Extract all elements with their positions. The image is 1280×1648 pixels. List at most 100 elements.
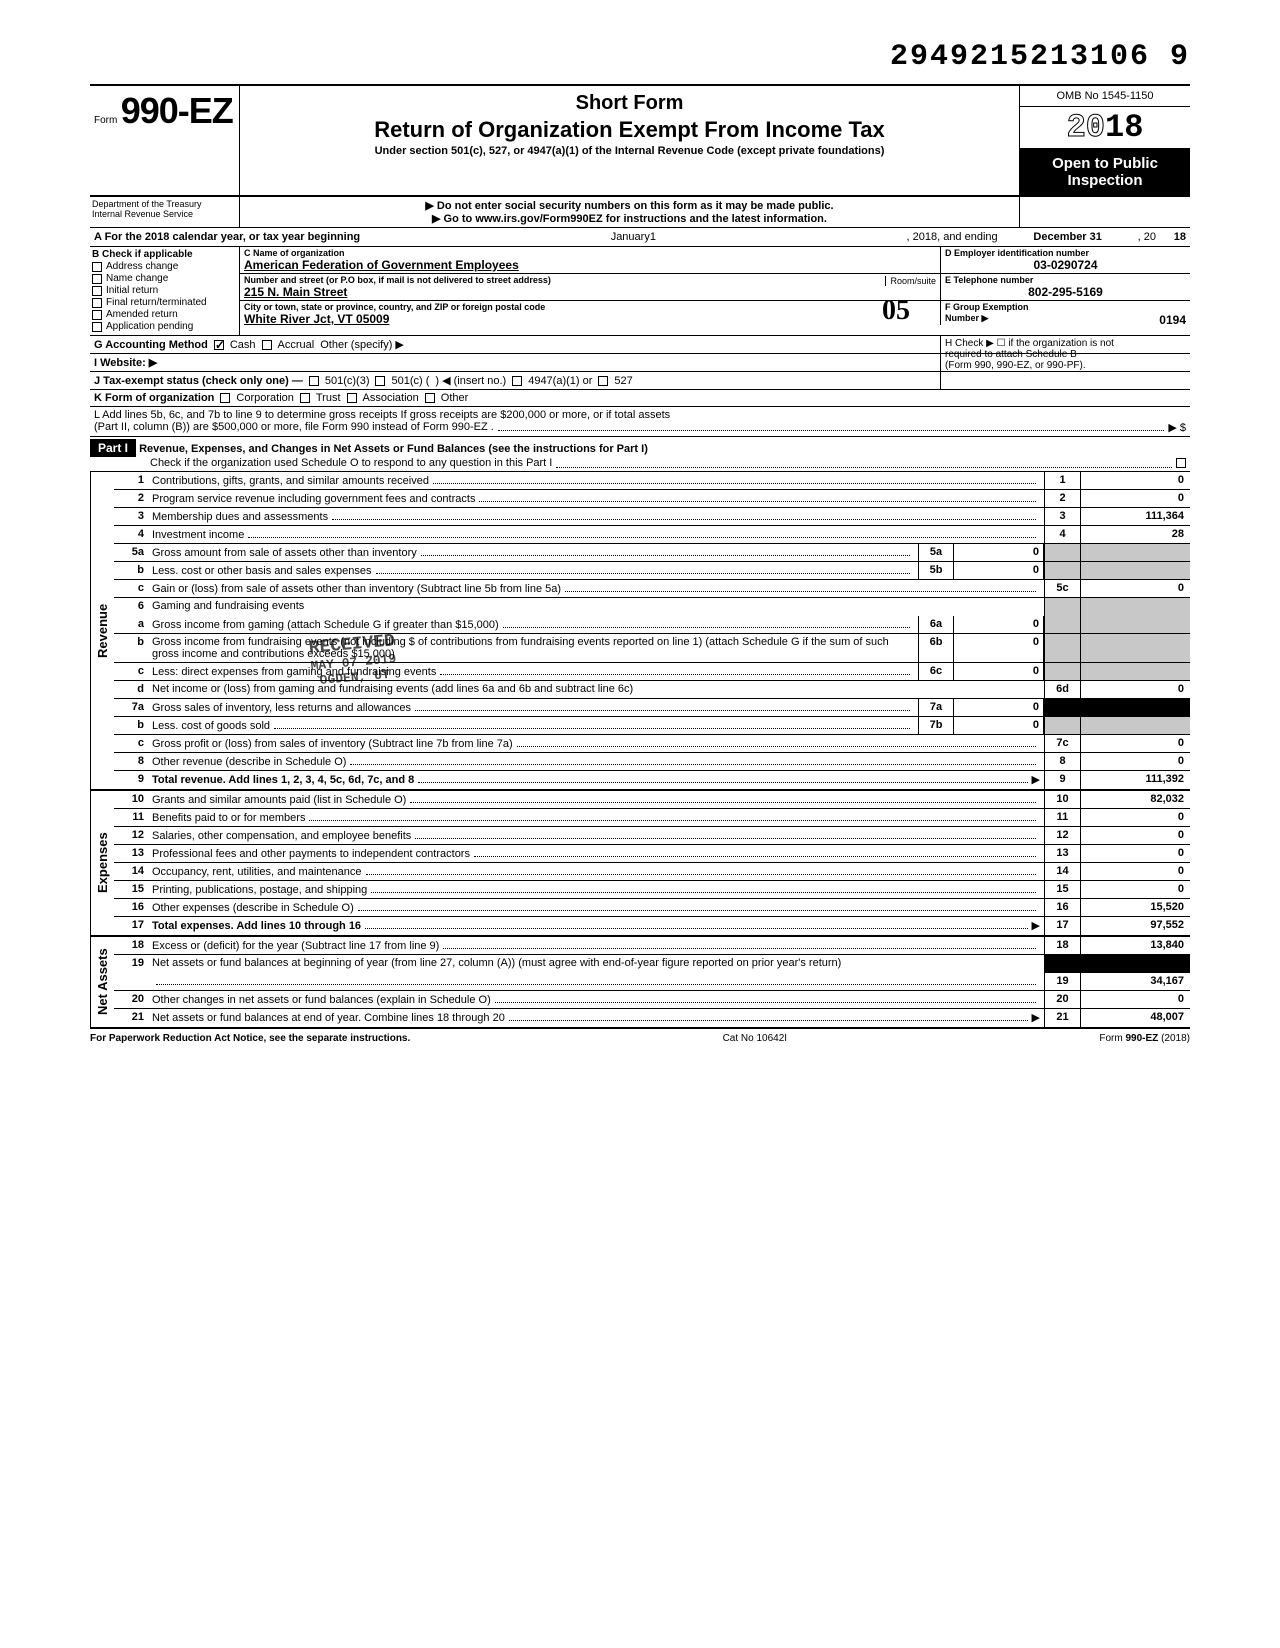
i-label: I Website: ▶ xyxy=(94,356,157,369)
revenue-lines: 1Contributions, gifts, grants, and simil… xyxy=(114,472,1190,789)
year-suffix: 18 xyxy=(1105,109,1143,146)
line-a-end: December 31 xyxy=(998,231,1138,243)
dept-center: ▶ Do not enter social security numbers o… xyxy=(240,197,1020,227)
footer-mid: Cat No 10642I xyxy=(723,1033,788,1044)
e-label: E Telephone number xyxy=(945,275,1186,285)
f-row: F Group Exemption Number ▶ 0194 xyxy=(940,301,1190,325)
street-label: Number and street (or P.O box, if mail i… xyxy=(244,275,936,285)
tax-year: 2018 xyxy=(1020,107,1190,149)
section-bcdef: B Check if applicable Address change Nam… xyxy=(90,247,1190,336)
year-prefix: 20 xyxy=(1067,109,1105,146)
ssn-warning: ▶ Do not enter social security numbers o… xyxy=(248,199,1011,212)
cb-final-return[interactable]: Final return/terminated xyxy=(92,297,237,308)
expenses-lines: 10Grants and similar amounts paid (list … xyxy=(114,791,1190,935)
g-cash: Cash xyxy=(230,339,256,351)
line-a-yy: 18 xyxy=(1156,231,1186,243)
k-o2: Trust xyxy=(316,392,341,404)
c-name-row: C Name of organization American Federati… xyxy=(240,247,940,274)
j-o4: 527 xyxy=(614,375,632,387)
j-o1: 501(c)(3) xyxy=(325,375,370,387)
netassets-lines: 18Excess or (deficit) for the year (Subt… xyxy=(114,937,1190,1027)
col-def: D Employer identification number 03-0290… xyxy=(940,247,1190,335)
d-row: D Employer identification number 03-0290… xyxy=(940,247,1190,274)
line-a-begin: January1 xyxy=(360,231,906,243)
cb-other-org[interactable] xyxy=(425,393,435,403)
k-o1: Corporation xyxy=(236,392,293,404)
cb-501c3[interactable] xyxy=(309,376,319,386)
h-line1: H Check ▶ ☐ if the organization is not xyxy=(945,338,1186,349)
b-title: B Check if applicable xyxy=(92,249,237,260)
subtitle: Under section 501(c), 527, or 4947(a)(1)… xyxy=(248,145,1011,157)
cb-corp[interactable] xyxy=(220,393,230,403)
dept-left: Department of the Treasury Internal Reve… xyxy=(90,197,240,227)
dept-treasury: Department of the Treasury xyxy=(92,199,237,209)
form-id-cell: Form 990-EZ xyxy=(90,86,240,195)
f-label2: Number ▶ xyxy=(945,313,988,323)
c-label: C Name of organization xyxy=(244,248,936,258)
cb-amended-return[interactable]: Amended return xyxy=(92,309,237,320)
cb-4947[interactable] xyxy=(512,376,522,386)
line-a: A For the 2018 calendar year, or tax yea… xyxy=(90,228,1190,247)
part1-title: Revenue, Expenses, and Changes in Net As… xyxy=(139,443,648,455)
col-c: C Name of organization American Federati… xyxy=(240,247,940,335)
line-a-mid: , 2018, and ending xyxy=(907,231,998,243)
omb-number: OMB No 1545-1150 xyxy=(1020,86,1190,107)
j-o2b: ) ◀ (insert no.) xyxy=(435,374,506,387)
telephone: 802-295-5169 xyxy=(945,285,1186,299)
cb-address-change[interactable]: Address change xyxy=(92,261,237,272)
line-a-suffix: , 20 xyxy=(1138,231,1156,243)
page-footer: For Paperwork Reduction Act Notice, see … xyxy=(90,1029,1190,1048)
k-o3: Association xyxy=(363,392,419,404)
city: White River Jct, VT 05009 xyxy=(244,312,936,326)
footer-left: For Paperwork Reduction Act Notice, see … xyxy=(90,1033,410,1044)
cb-name-change[interactable]: Name change xyxy=(92,273,237,284)
cb-501c[interactable] xyxy=(375,376,385,386)
h-box: H Check ▶ ☐ if the organization is not r… xyxy=(940,336,1190,390)
part1-sub: Check if the organization used Schedule … xyxy=(90,457,1190,469)
goto-url: ▶ Go to www.irs.gov/Form990EZ for instru… xyxy=(248,212,1011,225)
cb-assoc[interactable] xyxy=(347,393,357,403)
l-line1: L Add lines 5b, 6c, and 7b to line 9 to … xyxy=(94,409,1186,421)
document-number: 2949215213106 9 xyxy=(90,40,1190,74)
f-label: F Group Exemption xyxy=(945,302,1029,312)
header-center: Short Form Return of Organization Exempt… xyxy=(240,86,1020,195)
h-line2: required to attach Schedule B xyxy=(945,349,1186,360)
j-o3: 4947(a)(1) or xyxy=(528,375,592,387)
g-other: Other (specify) ▶ xyxy=(320,338,404,351)
open-public-1: Open to Public xyxy=(1022,155,1188,172)
cb-application-pending[interactable]: Application pending xyxy=(92,321,237,332)
g-label: G Accounting Method xyxy=(94,339,208,351)
city-label: City or town, state or province, country… xyxy=(244,302,936,312)
cb-527[interactable] xyxy=(598,376,608,386)
cb-trust[interactable] xyxy=(300,393,310,403)
h-line3: (Form 990, 990-EZ, or 990-PF). xyxy=(945,360,1186,371)
k-label: K Form of organization xyxy=(94,392,214,404)
part1-tag: Part I xyxy=(90,439,136,457)
form-word: Form xyxy=(94,115,117,126)
form-header: Form 990-EZ Short Form Return of Organiz… xyxy=(90,84,1190,197)
d-label: D Employer identification number xyxy=(945,248,1186,258)
side-expenses: Expenses xyxy=(90,791,114,935)
short-form-label: Short Form xyxy=(248,92,1011,115)
j-label: J Tax-exempt status (check only one) — xyxy=(94,375,303,387)
main-title: Return of Organization Exempt From Incom… xyxy=(248,117,1011,143)
k-o4: Other xyxy=(441,392,469,404)
c-street-row: Number and street (or P.O box, if mail i… xyxy=(240,274,940,301)
ein: 03-0290724 xyxy=(945,258,1186,272)
org-name: American Federation of Government Employ… xyxy=(244,258,936,272)
cb-initial-return[interactable]: Initial return xyxy=(92,285,237,296)
netassets-table: Net Assets 18Excess or (deficit) for the… xyxy=(90,937,1190,1029)
room-suite-label: Room/suite xyxy=(885,276,936,286)
cb-accrual[interactable] xyxy=(262,340,272,350)
header-right: OMB No 1545-1150 2018 Open to Public Ins… xyxy=(1020,86,1190,195)
part1-header: Part I Revenue, Expenses, and Changes in… xyxy=(90,437,1190,472)
group-exemption: 0194 xyxy=(1159,313,1186,327)
cb-cash[interactable] xyxy=(214,340,224,350)
line-a-prefix: A For the 2018 calendar year, or tax yea… xyxy=(94,231,360,243)
c-city-row: City or town, state or province, country… xyxy=(240,301,940,327)
footer-right: Form Form 990-EZ (2018)990-EZ (2018) xyxy=(1099,1033,1190,1044)
col-b: B Check if applicable Address change Nam… xyxy=(90,247,240,335)
cb-schedule-o[interactable] xyxy=(1176,458,1186,468)
dept-right-spacer xyxy=(1020,197,1190,227)
line-g: G Accounting Method Cash Accrual Other (… xyxy=(90,336,1190,354)
